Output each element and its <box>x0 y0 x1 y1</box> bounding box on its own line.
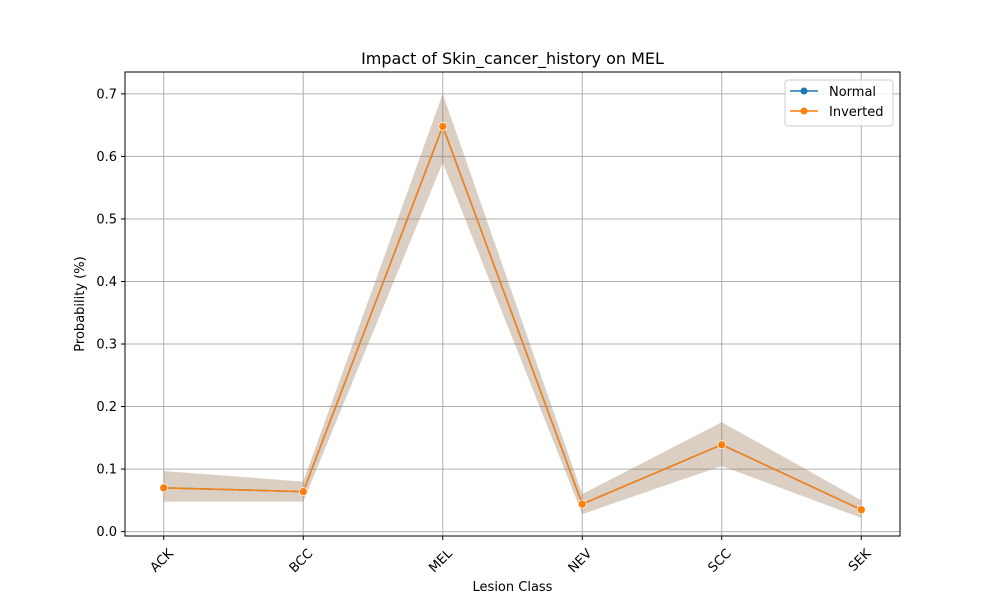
confidence-band-inverted <box>163 93 862 518</box>
grid-layer <box>125 72 900 536</box>
y-tick-label-1: 0.1 <box>96 463 117 478</box>
y-axis-ticks: 0.0 0.1 0.2 0.3 0.4 0.5 0.6 0.7 <box>96 87 125 540</box>
y-tick-label-4: 0.4 <box>96 275 117 290</box>
confidence-bands <box>163 93 862 518</box>
y-tick-label-3: 0.3 <box>96 338 117 353</box>
y-tick-label-7: 0.7 <box>96 87 117 102</box>
data-point-inverted-mel <box>438 122 448 131</box>
plot-frame <box>124 71 901 537</box>
y-tick-label-5: 0.5 <box>96 212 117 227</box>
y-axis-label: Probability (%) <box>73 256 88 351</box>
x-axis-label: Lesion Class <box>473 580 553 595</box>
chart-title: Impact of Skin_cancer_history on MEL <box>361 49 664 69</box>
series-markers <box>159 122 866 515</box>
y-tick-label-2: 0.2 <box>96 400 117 415</box>
legend-marker-inverted <box>800 107 808 115</box>
legend-label-normal: Normal <box>829 85 876 100</box>
data-point-inverted-bcc <box>298 487 308 496</box>
legend: Normal Inverted <box>784 79 894 127</box>
series-lines <box>163 124 862 511</box>
legend-marker-normal <box>800 87 808 95</box>
data-point-inverted-nev <box>577 499 587 509</box>
legend-item-normal: Normal <box>790 85 876 100</box>
legend-label-inverted: Inverted <box>829 105 883 120</box>
y-tick-label-6: 0.6 <box>96 150 117 165</box>
data-point-inverted-sek <box>856 505 866 515</box>
legend-item-inverted: Inverted <box>790 105 883 120</box>
data-point-inverted-scc <box>717 440 727 450</box>
data-point-inverted-ack <box>159 483 169 493</box>
series-line-inverted <box>163 124 862 511</box>
confidence-band-normal <box>163 93 862 518</box>
y-tick-label-0: 0.0 <box>96 525 117 540</box>
